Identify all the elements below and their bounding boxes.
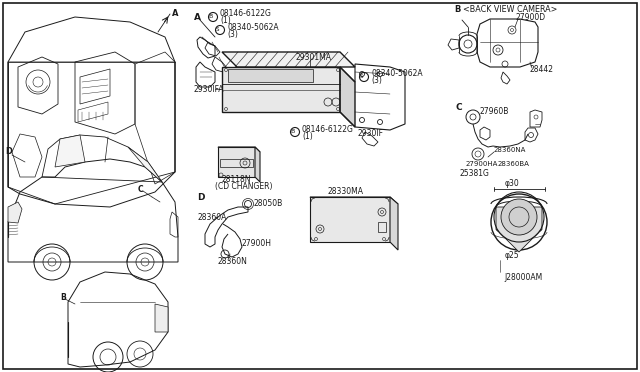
Bar bbox=[378, 222, 386, 232]
Text: 28360A: 28360A bbox=[197, 212, 227, 221]
Polygon shape bbox=[310, 197, 398, 204]
Polygon shape bbox=[340, 67, 355, 127]
Text: 25381G: 25381G bbox=[460, 170, 490, 179]
Text: C: C bbox=[138, 185, 143, 193]
Text: 08340-5062A: 08340-5062A bbox=[227, 22, 278, 32]
Text: C: C bbox=[455, 103, 461, 112]
Polygon shape bbox=[218, 147, 255, 177]
Text: 28442: 28442 bbox=[530, 65, 554, 74]
Text: 28118N: 28118N bbox=[222, 176, 252, 185]
Text: 27900HA: 27900HA bbox=[466, 161, 499, 167]
Text: B: B bbox=[455, 6, 464, 15]
Text: 29301MA: 29301MA bbox=[295, 52, 331, 61]
Polygon shape bbox=[8, 202, 22, 223]
Text: (3): (3) bbox=[227, 29, 238, 38]
Text: 28360NA: 28360NA bbox=[494, 147, 526, 153]
Text: 2930IFA: 2930IFA bbox=[193, 86, 223, 94]
Text: 28330MA: 28330MA bbox=[328, 187, 364, 196]
Text: (1): (1) bbox=[220, 16, 231, 26]
Text: A: A bbox=[172, 10, 179, 19]
Text: 08146-6122G: 08146-6122G bbox=[302, 125, 354, 134]
Polygon shape bbox=[222, 67, 340, 112]
Text: (3): (3) bbox=[371, 77, 382, 86]
Polygon shape bbox=[155, 304, 168, 332]
Text: B: B bbox=[209, 14, 212, 19]
Text: (CD CHANGER): (CD CHANGER) bbox=[215, 183, 273, 192]
Text: 27960B: 27960B bbox=[480, 108, 509, 116]
Text: 08340-5062A: 08340-5062A bbox=[371, 70, 422, 78]
Text: 2930IF: 2930IF bbox=[358, 129, 384, 138]
Text: φ25: φ25 bbox=[505, 251, 520, 260]
Text: S: S bbox=[360, 74, 364, 79]
Text: D: D bbox=[5, 148, 12, 157]
Bar bbox=[228, 69, 313, 82]
Polygon shape bbox=[496, 207, 542, 252]
Polygon shape bbox=[222, 52, 355, 67]
Bar bbox=[220, 159, 253, 167]
Polygon shape bbox=[310, 197, 390, 242]
Text: J28000AM: J28000AM bbox=[504, 273, 542, 282]
Text: (1): (1) bbox=[302, 131, 313, 141]
Text: D: D bbox=[197, 192, 205, 202]
Polygon shape bbox=[218, 147, 260, 152]
Text: A: A bbox=[194, 13, 201, 22]
Polygon shape bbox=[255, 147, 260, 182]
Text: 27900D: 27900D bbox=[515, 13, 545, 22]
Text: 28360BA: 28360BA bbox=[498, 161, 530, 167]
Polygon shape bbox=[390, 197, 398, 250]
Polygon shape bbox=[55, 135, 85, 167]
Circle shape bbox=[501, 199, 537, 235]
Polygon shape bbox=[128, 147, 162, 182]
Text: 28360N: 28360N bbox=[218, 257, 248, 266]
Text: 28050B: 28050B bbox=[254, 199, 284, 208]
Text: 08146-6122G: 08146-6122G bbox=[220, 10, 272, 19]
Text: 27900H: 27900H bbox=[242, 240, 272, 248]
Text: B: B bbox=[291, 129, 294, 134]
Text: B: B bbox=[60, 292, 66, 301]
Text: S: S bbox=[216, 27, 220, 32]
Text: <BACK VIEW CAMERA>: <BACK VIEW CAMERA> bbox=[463, 6, 557, 15]
Text: φ30: φ30 bbox=[505, 180, 520, 189]
